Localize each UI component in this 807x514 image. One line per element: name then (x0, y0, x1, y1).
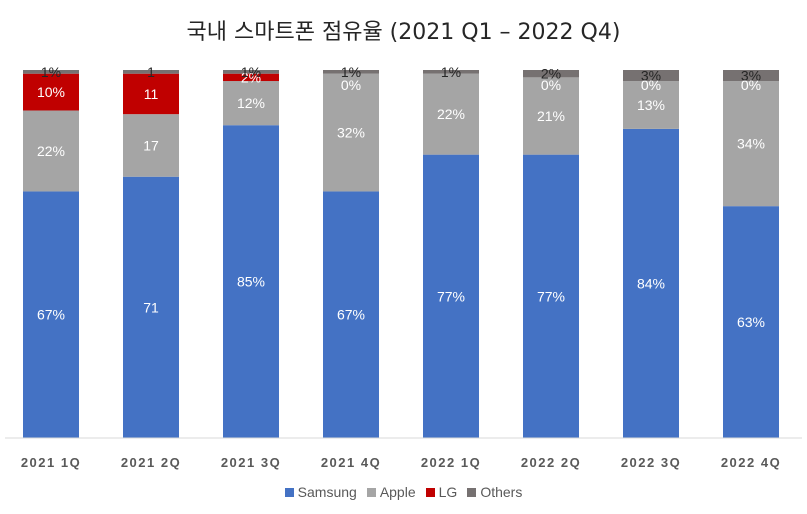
label-others-3: 1% (341, 64, 361, 80)
label-samsung-1: 71 (143, 299, 159, 315)
label-apple-5: 21% (537, 108, 565, 124)
bar-apple-0 (23, 110, 79, 192)
chart-legend: Samsung Apple LG Others (0, 484, 807, 500)
category-label-2: 2021 3Q (221, 455, 281, 470)
bar-samsung-0 (23, 191, 79, 438)
bar-others-4 (423, 70, 479, 74)
category-label-5: 2022 2Q (521, 455, 581, 470)
label-samsung-0: 67% (37, 307, 65, 323)
bar-apple-4 (423, 73, 479, 155)
label-others-7: 3% (741, 68, 761, 84)
label-samsung-2: 85% (237, 274, 265, 290)
bar-apple-2 (223, 81, 279, 126)
bar-apple-7 (723, 81, 779, 207)
label-samsung-5: 77% (537, 288, 565, 304)
legend-label-others: Others (480, 484, 523, 500)
bar-samsung-1 (123, 176, 179, 438)
bar-samsung-4 (423, 154, 479, 438)
category-label-3: 2021 4Q (321, 455, 381, 470)
bar-apple-1 (123, 114, 179, 177)
legend-item-apple: Apple (366, 484, 416, 500)
label-lg-2: 2% (241, 69, 261, 85)
legend-swatch-lg (425, 488, 435, 497)
bar-lg-1 (123, 73, 179, 115)
bar-samsung-5 (523, 154, 579, 438)
category-label-0: 2021 1Q (21, 455, 81, 470)
bar-samsung-6 (623, 128, 679, 438)
label-lg-zero-3: 0% (341, 77, 361, 93)
label-others-0: 1% (41, 64, 61, 80)
bar-others-7 (723, 70, 779, 82)
label-apple-2: 12% (237, 95, 265, 111)
label-lg-0: 10% (37, 84, 65, 100)
bar-others-3 (323, 70, 379, 74)
legend-item-lg: LG (425, 484, 458, 500)
label-apple-6: 13% (637, 97, 665, 113)
label-others-2: 1% (241, 64, 261, 80)
legend-swatch-apple (366, 488, 376, 497)
bar-others-2 (223, 70, 279, 74)
legend-swatch-others (467, 488, 477, 497)
label-samsung-4: 77% (437, 288, 465, 304)
chart-title: 국내 스마트폰 점유율 (2021 Q1 – 2022 Q4) (186, 20, 621, 45)
legend-item-samsung: Samsung (284, 484, 357, 500)
bar-others-6 (623, 70, 679, 82)
bar-others-1 (123, 70, 179, 74)
label-others-6: 3% (641, 68, 661, 84)
label-samsung-3: 67% (337, 307, 365, 323)
bar-others-5 (523, 70, 579, 78)
label-lg-1: 11 (144, 86, 159, 102)
bar-samsung-2 (223, 125, 279, 438)
bar-apple-5 (523, 77, 579, 155)
category-label-7: 2022 4Q (721, 455, 781, 470)
legend-label-lg: LG (438, 484, 458, 500)
legend-label-apple: Apple (379, 484, 416, 500)
label-lg-zero-6: 0% (641, 77, 661, 93)
label-lg-zero-7: 0% (741, 77, 761, 93)
bar-apple-3 (323, 73, 379, 192)
label-samsung-6: 84% (637, 275, 665, 291)
bar-samsung-3 (323, 191, 379, 438)
label-lg-zero-5: 0% (541, 77, 561, 93)
bar-samsung-7 (723, 206, 779, 438)
bar-apple-6 (623, 81, 679, 129)
label-others-1: 1 (147, 64, 155, 80)
category-label-6: 2022 3Q (621, 455, 681, 470)
bar-lg-2 (223, 73, 279, 82)
legend-item-others: Others (467, 484, 522, 500)
label-apple-1: 17 (143, 137, 159, 153)
bar-others-0 (23, 70, 79, 74)
category-label-1: 2021 2Q (121, 455, 181, 470)
label-samsung-7: 63% (737, 314, 765, 330)
bar-lg-0 (23, 73, 79, 111)
label-others-5: 2% (541, 66, 561, 82)
category-label-4: 2022 1Q (421, 455, 481, 470)
label-apple-7: 34% (737, 136, 765, 152)
legend-swatch-samsung (284, 488, 294, 497)
label-apple-4: 22% (437, 106, 465, 122)
label-apple-0: 22% (37, 143, 65, 159)
label-apple-3: 32% (337, 125, 365, 141)
label-others-4: 1% (441, 64, 461, 80)
legend-label-samsung: Samsung (297, 484, 357, 500)
